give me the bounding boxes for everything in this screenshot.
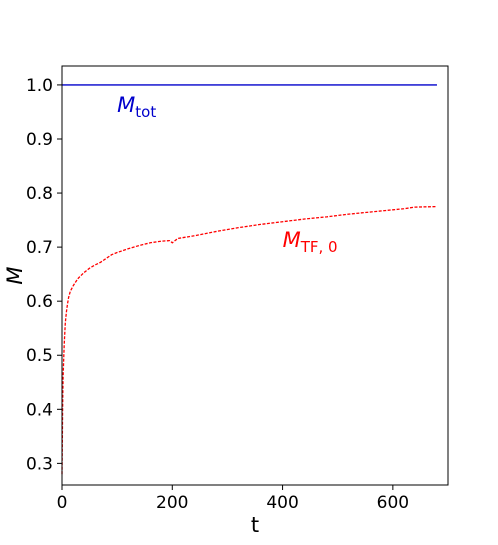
y-tick-label: 0.8 [26, 184, 53, 204]
y-tick-label: 0.9 [26, 130, 53, 150]
y-tick-label: 1.0 [26, 76, 53, 96]
y-tick-label: 0.5 [26, 346, 53, 366]
y-axis-label: M [3, 266, 27, 284]
x-tick-label: 200 [156, 493, 188, 513]
series-line-1 [61, 205, 437, 475]
y-tick-label: 0.6 [26, 292, 53, 312]
x-tick-label: 600 [377, 493, 409, 513]
y-tick-label: 0.7 [26, 238, 53, 258]
x-tick-label: 400 [266, 493, 298, 513]
y-tick-label: 0.3 [26, 454, 53, 474]
x-tick-label: 0 [57, 493, 68, 513]
ticks-layer: 0 200 400 600 0.3 0.4 0.5 0.6 0.7 0.8 0.9 1.0 [26, 76, 409, 513]
x-axis-label: t [251, 513, 259, 537]
series-annotation-0: Mtot [117, 93, 156, 121]
series-annotation-1: MTF, 0 [283, 228, 338, 256]
annotations-layer: Mtot MTF, 0 [117, 93, 337, 256]
plot-frame [61, 65, 449, 486]
y-tick-label: 0.4 [26, 400, 53, 420]
series-layer [61, 84, 437, 475]
